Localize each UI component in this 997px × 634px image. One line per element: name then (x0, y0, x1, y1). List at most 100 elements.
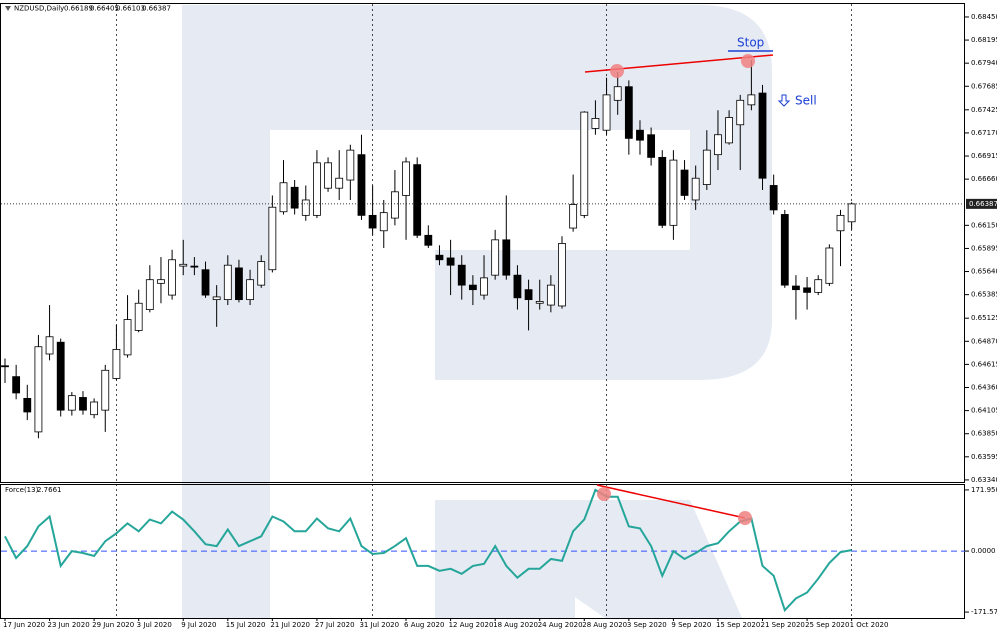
candle-body (624, 86, 633, 139)
candle-body (535, 301, 544, 304)
candle-body (190, 265, 199, 268)
x-tick-label: 3 Jul 2020 (137, 621, 172, 629)
marker (741, 54, 755, 68)
force-line (4, 488, 852, 613)
candle-body (157, 279, 165, 284)
x-tick-label: 9 Jul 2020 (181, 621, 216, 629)
candle-body (680, 169, 689, 196)
candle-body (390, 191, 399, 219)
candle-body (691, 177, 700, 201)
candle-body (736, 99, 745, 126)
x-tick-label: 28 Aug 2020 (582, 621, 627, 629)
candle-body (758, 92, 767, 179)
candle-body (246, 279, 254, 301)
header-open: 0.66189 (64, 5, 93, 13)
sell-label: Sell (795, 94, 817, 108)
candle-body (223, 264, 232, 301)
price-panel (0, 3, 965, 483)
x-tick-label: 31 Jul 2020 (359, 621, 399, 629)
candle-body (235, 267, 243, 301)
candle-body (847, 203, 856, 223)
candle-body (56, 341, 65, 411)
candle-body (792, 285, 800, 291)
candle-body (112, 349, 121, 379)
candle-body (324, 162, 332, 189)
candle-body (145, 279, 154, 310)
x-tick-label: 9 Sep 2020 (671, 621, 711, 629)
x-tick-label: 25 Sep 2020 (805, 621, 849, 629)
x-tick-label: 29 Jun 2020 (92, 621, 134, 629)
candle-body (513, 274, 522, 299)
candle-body (580, 111, 589, 216)
y-tick-label: 0.0000 (971, 547, 996, 555)
candle-body (457, 264, 466, 286)
y-tick-label: 0.63595 (971, 453, 997, 461)
indicator-value: 2.7661 (37, 486, 62, 494)
candle-body (402, 161, 410, 196)
candle-body (647, 134, 656, 158)
candle-body (591, 118, 600, 129)
candle-body (368, 214, 377, 229)
sell-arrow (777, 94, 791, 107)
watermark (182, 5, 772, 618)
marker (610, 64, 624, 78)
candle-body (658, 156, 667, 226)
candle-body (123, 319, 132, 356)
annotations: Stop Sell (584, 36, 817, 519)
candle-body (90, 401, 99, 416)
marker (738, 511, 752, 525)
candle-body (335, 177, 344, 189)
candle-body (480, 277, 488, 296)
trend-line (596, 484, 746, 519)
candle-body (825, 247, 834, 284)
candle-body (435, 254, 444, 261)
candle-body (134, 302, 143, 331)
candle-body (12, 376, 21, 394)
candle-body (636, 129, 644, 141)
candle-body (413, 164, 422, 236)
candle-body (702, 149, 711, 185)
candle-body (279, 182, 288, 213)
y-tick-label: 0.65385 (971, 291, 997, 299)
candle-body (491, 239, 500, 276)
x-tick-label: 17 Jun 2020 (3, 621, 45, 629)
candle-body (725, 117, 733, 144)
candle-body (613, 86, 622, 101)
candle-body (34, 346, 43, 433)
y-tick-label: -171.5713 (971, 608, 997, 616)
candle-body (803, 287, 811, 293)
candle-body (379, 212, 388, 232)
marker (597, 487, 611, 501)
candle-body (357, 154, 366, 216)
x-tick-label: 23 Jun 2020 (48, 621, 90, 629)
candle-body (569, 204, 578, 229)
y-tick-label: 0.68195 (971, 36, 997, 44)
x-tick-label: 6 Aug 2020 (404, 621, 444, 629)
candle-body (546, 284, 555, 306)
candle-body (101, 369, 110, 411)
indicator-name: Force(13) (5, 486, 39, 494)
candle-body (67, 395, 76, 411)
x-tick-label: 12 Aug 2020 (449, 621, 494, 629)
candle-body (201, 269, 210, 296)
candle-body (268, 206, 277, 271)
y-tick-label: 0.66915 (971, 152, 997, 160)
candle-body (814, 279, 823, 293)
candle-body (212, 296, 221, 301)
candle-body (424, 234, 433, 246)
y-tick-label: 0.65895 (971, 244, 997, 252)
candle-body (290, 186, 299, 209)
x-tick-label: 21 Jul 2020 (270, 621, 310, 629)
candle-body (301, 199, 310, 216)
menu-icon[interactable] (5, 6, 11, 11)
candle-body (769, 185, 778, 211)
